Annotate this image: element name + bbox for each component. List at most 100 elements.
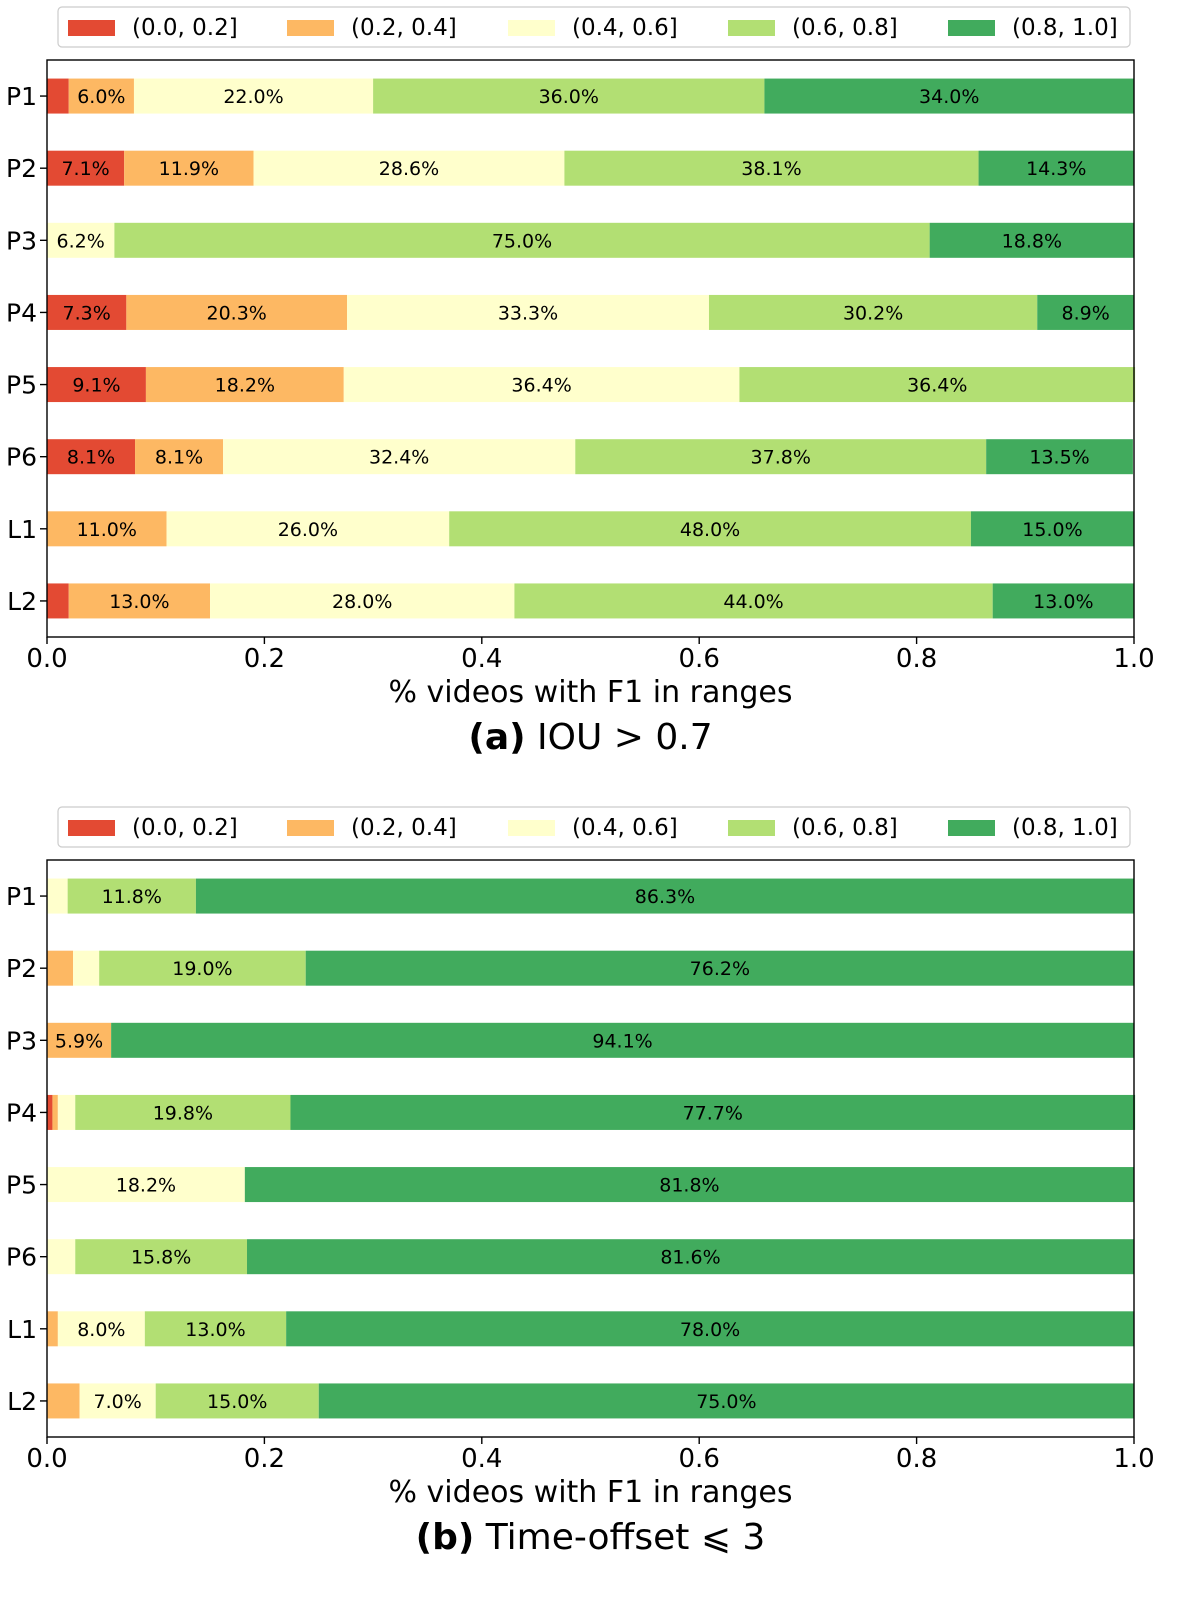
x-axis-label: % videos with F1 in ranges bbox=[389, 675, 793, 710]
bar-label-P1-1: 6.0% bbox=[77, 86, 125, 108]
bar-segment-P2-2 bbox=[253, 150, 565, 186]
bar-segment-P1-1 bbox=[68, 78, 134, 114]
bar-segment-P5-3 bbox=[739, 367, 1136, 403]
bar-segment-L2-3 bbox=[514, 583, 993, 619]
bar-segment-P1-3 bbox=[67, 878, 196, 914]
ytick-label-P1: P1 bbox=[6, 882, 37, 911]
bar-label-P5-1: 18.2% bbox=[215, 375, 275, 397]
ytick-label-L1: L1 bbox=[7, 1315, 37, 1344]
bar-segment-P4-4 bbox=[1037, 294, 1134, 330]
ytick-label-P3: P3 bbox=[6, 1026, 37, 1055]
xtick-label-2: 0.4 bbox=[461, 1444, 502, 1474]
legend-swatch-0 bbox=[68, 20, 115, 36]
bar-label-P6-3: 15.8% bbox=[131, 1247, 191, 1269]
bar-label-P6-3: 37.8% bbox=[751, 447, 811, 469]
bar-label-P5-4: 81.8% bbox=[659, 1175, 719, 1197]
bar-label-P1-4: 34.0% bbox=[919, 86, 979, 108]
bar-segment-L2-1 bbox=[47, 1383, 80, 1419]
ytick-label-P4: P4 bbox=[6, 1098, 37, 1127]
chart-a-iou: (0.0, 0.2] (0.2, 0.4] (0.4, 0.6] (0.6, 0.8]… bbox=[6, 6, 1155, 758]
bar-label-P5-2: 18.2% bbox=[116, 1175, 176, 1197]
xtick-label-4: 0.8 bbox=[896, 644, 937, 674]
legend: (0.0, 0.2] (0.2, 0.4] (0.4, 0.6] (0.6, 0.8]… bbox=[57, 806, 1131, 848]
bar-segment-P6-4 bbox=[247, 1239, 1134, 1275]
legend-label-3: (0.6, 0.8] bbox=[792, 15, 898, 41]
bar-label-P3-4: 94.1% bbox=[592, 1030, 652, 1052]
bar-segment-P4-1 bbox=[52, 1094, 58, 1130]
bar-segment-L2-2 bbox=[210, 583, 515, 619]
bar-segment-P1-0 bbox=[47, 78, 69, 114]
bars: 6.0% 22.0% 36.0% 34.0% 7.1% 11.9% 28.6% 38.1% 14… bbox=[47, 78, 1136, 619]
bar-segment-L2-4 bbox=[992, 583, 1134, 619]
bar-label-P4-3: 30.2% bbox=[843, 302, 903, 324]
legend-swatch-1 bbox=[287, 20, 334, 36]
bar-segment-P3-4 bbox=[929, 222, 1134, 258]
bar-label-L2-2: 28.0% bbox=[332, 591, 392, 613]
bar-segment-L2-4 bbox=[318, 1383, 1134, 1419]
figure-caption: (a) IOU > 0.7 bbox=[468, 717, 712, 758]
legend-swatch-2 bbox=[508, 20, 555, 36]
bar-label-P4-1: 20.3% bbox=[207, 302, 267, 324]
bar-segment-P6-4 bbox=[986, 439, 1133, 475]
bar-segment-P5-1 bbox=[145, 367, 344, 403]
chart-b-time-offset: (0.0, 0.2] (0.2, 0.4] (0.4, 0.6] (0.6, 0.8]… bbox=[6, 806, 1155, 1558]
bar-segment-P4-1 bbox=[126, 294, 348, 330]
bar-label-P2-3: 19.0% bbox=[172, 958, 232, 980]
legend-swatch-1 bbox=[287, 820, 334, 836]
plot-frame bbox=[46, 59, 1135, 638]
bar-label-L1-2: 26.0% bbox=[278, 519, 338, 541]
legend: (0.0, 0.2] (0.2, 0.4] (0.4, 0.6] (0.6, 0.8]… bbox=[57, 6, 1131, 48]
bar-label-L2-4: 13.0% bbox=[1033, 591, 1093, 613]
bar-label-P1-3: 36.0% bbox=[539, 86, 599, 108]
legend-label-1: (0.2, 0.4] bbox=[351, 815, 457, 841]
bar-segment-P6-3 bbox=[575, 439, 987, 475]
legend-swatch-2 bbox=[508, 820, 555, 836]
legend-label-4: (0.8, 1.0] bbox=[1012, 815, 1118, 841]
legend-swatch-4 bbox=[948, 20, 995, 36]
bar-segment-P2-0 bbox=[47, 150, 125, 186]
bar-label-P1-3: 11.8% bbox=[102, 886, 162, 908]
ytick-label-L1: L1 bbox=[7, 515, 37, 544]
bar-segment-L1-1 bbox=[47, 1311, 58, 1347]
bar-label-L1-4: 78.0% bbox=[680, 1319, 740, 1341]
ytick-label-P2: P2 bbox=[6, 154, 37, 183]
bar-label-P4-0: 7.3% bbox=[63, 302, 111, 324]
bar-label-P6-0: 8.1% bbox=[67, 447, 115, 469]
bar-segment-P5-2 bbox=[343, 367, 740, 403]
bar-label-P4-4: 77.7% bbox=[683, 1102, 743, 1124]
bar-label-P6-2: 32.4% bbox=[369, 447, 429, 469]
bar-segment-P2-1 bbox=[124, 150, 254, 186]
bar-segment-P1-4 bbox=[195, 878, 1134, 914]
bar-segment-P3-1 bbox=[47, 1022, 112, 1058]
caption-text: Time-offset ⩽ 3 bbox=[474, 1517, 765, 1558]
bar-segment-L2-3 bbox=[155, 1383, 319, 1419]
bar-segment-P2-2 bbox=[73, 950, 100, 986]
bar-segment-P4-3 bbox=[75, 1094, 291, 1130]
bar-segment-P5-2 bbox=[47, 1167, 245, 1203]
xtick-label-1: 0.2 bbox=[244, 644, 285, 674]
ytick-label-P1: P1 bbox=[6, 82, 37, 111]
ytick-label-P6: P6 bbox=[6, 1243, 37, 1272]
bar-segment-P4-4 bbox=[290, 1094, 1136, 1130]
caption-text: IOU > 0.7 bbox=[526, 717, 713, 758]
bar-label-P6-4: 81.6% bbox=[660, 1247, 720, 1269]
bar-segment-L1-3 bbox=[449, 511, 971, 547]
legend-label-2: (0.4, 0.6] bbox=[572, 15, 678, 41]
xtick-label-3: 0.6 bbox=[679, 1444, 720, 1474]
xtick-label-3: 0.6 bbox=[679, 644, 720, 674]
bar-label-P5-0: 9.1% bbox=[72, 375, 120, 397]
bar-label-P5-3: 36.4% bbox=[907, 375, 967, 397]
legend-label-0: (0.0, 0.2] bbox=[132, 15, 238, 41]
bar-segment-P3-4 bbox=[111, 1022, 1135, 1058]
bar-label-P3-1: 5.9% bbox=[55, 1030, 103, 1052]
xtick-label-4: 0.8 bbox=[896, 1444, 937, 1474]
legend-swatch-3 bbox=[728, 820, 775, 836]
bar-label-P1-4: 86.3% bbox=[635, 886, 695, 908]
bar-label-L2-1: 13.0% bbox=[109, 591, 169, 613]
ytick-label-P6: P6 bbox=[6, 443, 37, 472]
xtick-label-0: 0.0 bbox=[26, 644, 67, 674]
bar-segment-P5-4 bbox=[244, 1167, 1135, 1203]
xtick-label-0: 0.0 bbox=[26, 1444, 67, 1474]
legend-frame bbox=[57, 6, 1131, 48]
bar-label-P2-0: 7.1% bbox=[61, 158, 109, 180]
